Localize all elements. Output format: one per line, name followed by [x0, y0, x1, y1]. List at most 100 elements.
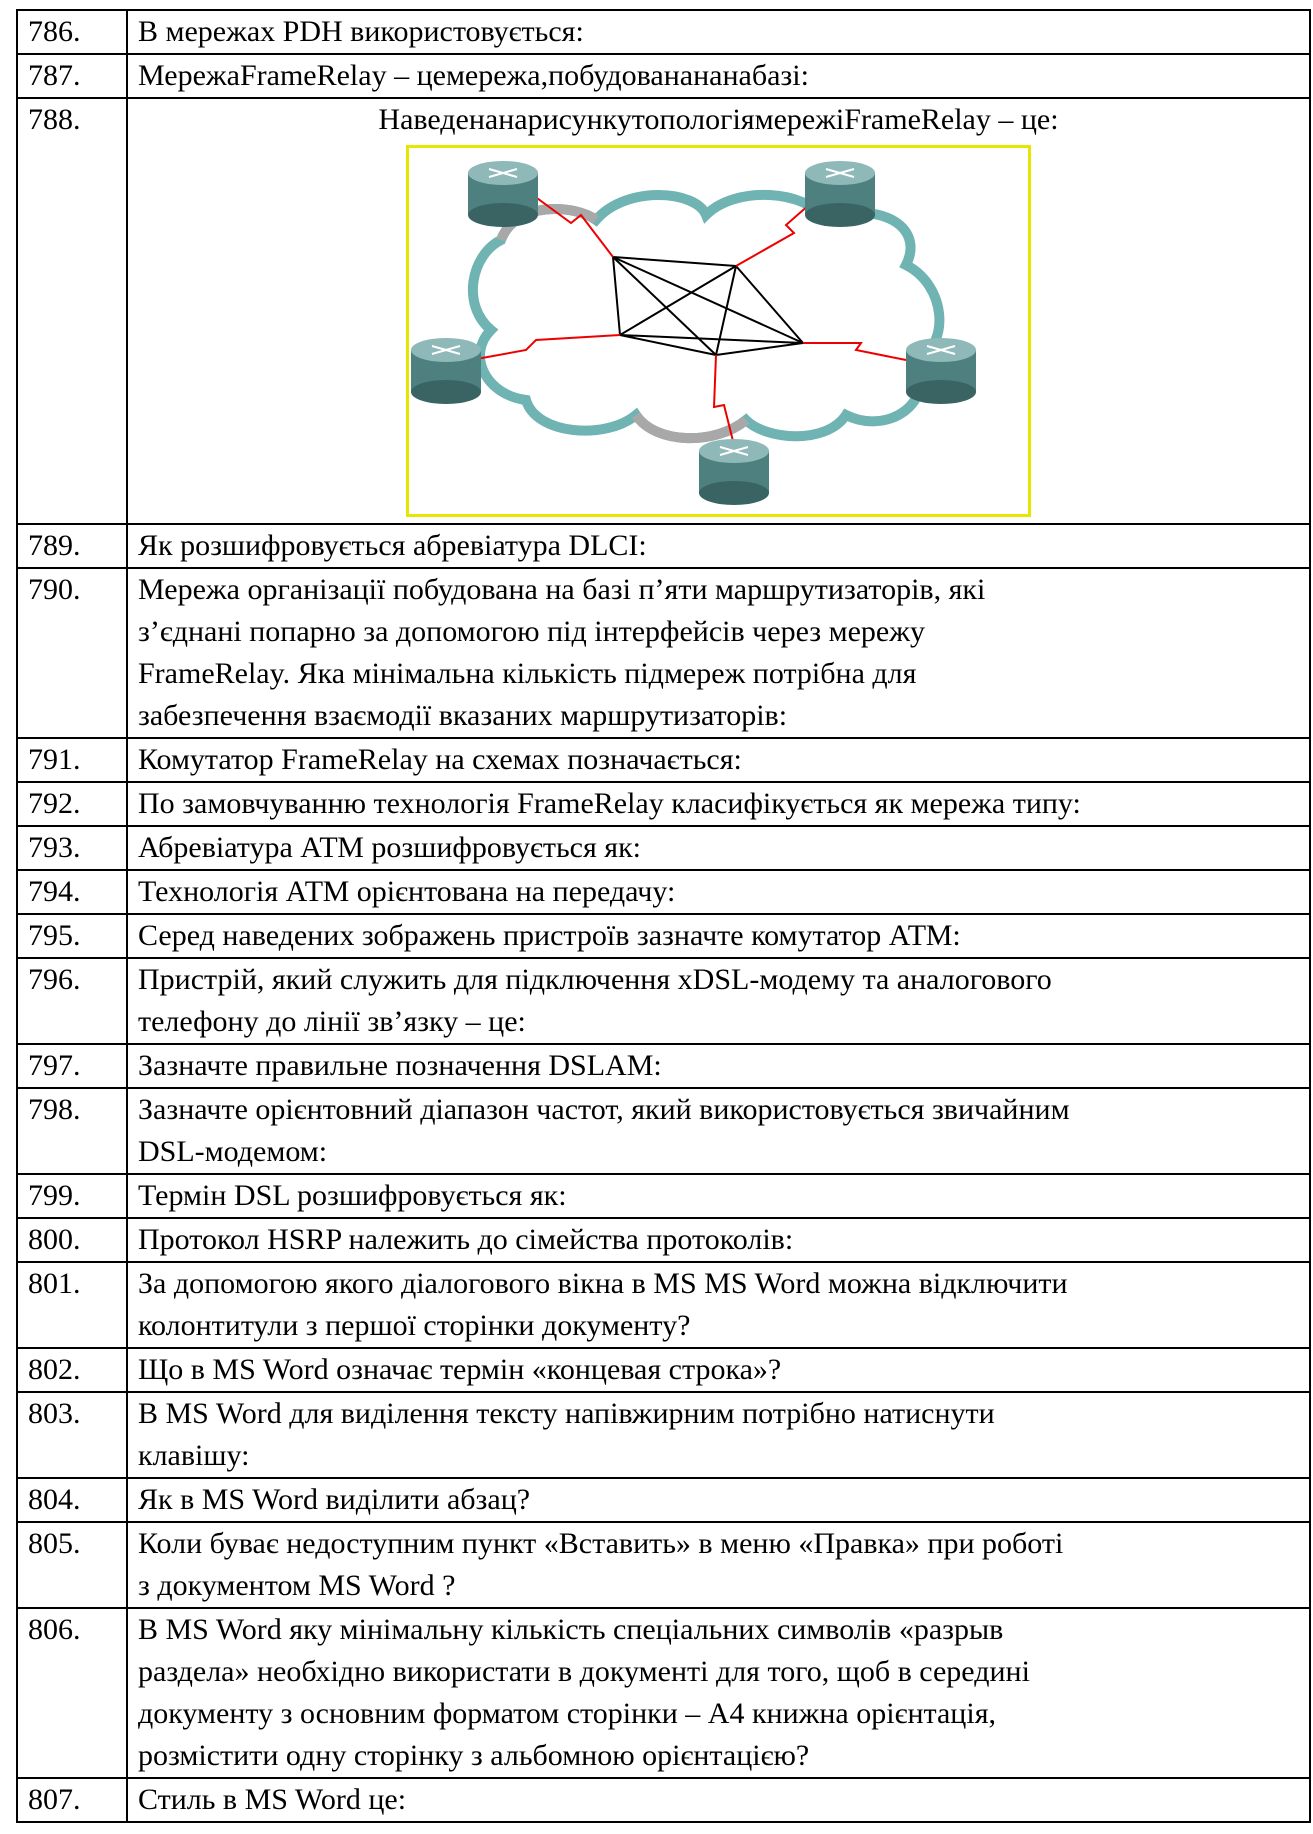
frame-relay-figure	[406, 145, 1031, 517]
row: 786. В мережах PDH використовується:	[16, 9, 1311, 55]
row: 788. НаведенанарисункутопологіямережіFram…	[16, 97, 1311, 525]
question-text: Абревіатура АТМ розшифровується як:	[126, 825, 1311, 871]
question-text: Зазначте орієнтовний діапазон частот, як…	[126, 1087, 1311, 1175]
text-line: FrameRelay. Яка мінімальна кількість під…	[138, 657, 917, 690]
text-line: Протокол HSRP належить до сімейства прот…	[138, 1223, 794, 1256]
text-line: Зазначте орієнтовний діапазон частот, як…	[138, 1093, 1070, 1126]
document: 786. В мережах PDH використовується: 787. М…	[16, 9, 1311, 1823]
question-text: Технологія АТМ орієнтована на передачу:	[126, 869, 1311, 915]
text-line: колонтитули з першої сторінки документу?	[138, 1309, 691, 1342]
text-line: В мережах PDH використовується:	[138, 15, 584, 48]
question-text: Серед наведених зображень пристроїв зазн…	[126, 913, 1311, 959]
cloud	[467, 189, 945, 444]
question-number: 790.	[16, 567, 128, 739]
question-number: 788.	[16, 97, 128, 525]
text-line: DSL-модемом:	[138, 1135, 328, 1168]
question-number: 789.	[16, 523, 128, 569]
text-line: забезпечення взаємодії вказаних маршрути…	[138, 699, 788, 732]
question-number: 791.	[16, 737, 128, 783]
row: 790. Мережа організації побудована на баз…	[16, 567, 1311, 739]
text-line: Що в MS Word означає термін «концевая ст…	[138, 1353, 782, 1386]
row: 805. Коли буває недоступним пункт «Встави…	[16, 1521, 1311, 1609]
text-line: розмістити одну сторінку з альбомною орі…	[138, 1739, 810, 1772]
text-line: В MS Word для виділення тексту напівжирн…	[138, 1397, 995, 1430]
question-number: 786.	[16, 9, 128, 55]
text-line: Технологія АТМ орієнтована на передачу:	[138, 875, 676, 908]
text-line: Мережа організації побудована на базі п’…	[138, 573, 986, 606]
row: 806. В MS Word яку мінімальну кількість с…	[16, 1607, 1311, 1779]
question-number: 795.	[16, 913, 128, 959]
text-line: телефону до лінії зв’язку – це:	[138, 1005, 526, 1038]
text-line: За допомогою якого діалогового вікна в M…	[138, 1267, 1068, 1300]
row: 799. Термін DSL розшифровується як:	[16, 1173, 1311, 1219]
question-number: 807.	[16, 1777, 128, 1823]
text-line: Як розшифровується абревіатура DLCI:	[138, 529, 647, 562]
row: 795. Серед наведених зображень пристроїв …	[16, 913, 1311, 959]
row: 794. Технологія АТМ орієнтована на переда…	[16, 869, 1311, 915]
row: 803. В MS Word для виділення тексту напів…	[16, 1391, 1311, 1479]
text-line: Зазначте правильне позначення DSLAM:	[138, 1049, 662, 1082]
routers	[411, 161, 976, 505]
row: 807. Стиль в MS Word це:	[16, 1777, 1311, 1823]
text-line: з’єднані попарно за допомогою під інтерф…	[138, 615, 925, 648]
question-text: Комутатор FrameRelay на схемах позначаєт…	[126, 737, 1311, 783]
question-text: Коли буває недоступним пункт «Вставить» …	[126, 1521, 1311, 1609]
text-line: Комутатор FrameRelay на схемах позначаєт…	[138, 743, 742, 776]
question-number: 792.	[16, 781, 128, 827]
question-text: Термін DSL розшифровується як:	[126, 1173, 1311, 1219]
question-text: В MS Word яку мінімальну кількість спеці…	[126, 1607, 1311, 1779]
row: 797. Зазначте правильне позначення DSLAM:	[16, 1043, 1311, 1089]
text-line: Серед наведених зображень пристроїв зазн…	[138, 919, 961, 952]
question-text: Стиль в MS Word це:	[126, 1777, 1311, 1823]
row: 804. Як в MS Word виділити абзац?	[16, 1477, 1311, 1523]
question-number: 800.	[16, 1217, 128, 1263]
row: 796. Пристрій, який служить для підключен…	[16, 957, 1311, 1045]
text-line: Як в MS Word виділити абзац?	[138, 1483, 531, 1516]
row: 792. По замовчуванню технологія FrameRela…	[16, 781, 1311, 827]
question-text: Зазначте правильне позначення DSLAM:	[126, 1043, 1311, 1089]
row: 789. Як розшифровується абревіатура DLCI:	[16, 523, 1311, 569]
text-line: клавішу:	[138, 1439, 250, 1472]
text-line: раздела» необхідно використати в докумен…	[138, 1655, 1030, 1688]
text-line: МережаFrameRelay – цемережа,побудованана…	[138, 59, 809, 92]
question-table: 786. В мережах PDH використовується: 787. М…	[16, 9, 1311, 1823]
question-text: В мережах PDH використовується:	[126, 9, 1311, 55]
row: 793. Абревіатура АТМ розшифровується як:	[16, 825, 1311, 871]
text-line: з документом MS Word ?	[138, 1569, 456, 1602]
question-number: 803.	[16, 1391, 128, 1479]
question-number: 799.	[16, 1173, 128, 1219]
text-line: НаведенанарисункутопологіямережіFrameRel…	[378, 103, 1059, 136]
row: 791. Комутатор FrameRelay на схемах позна…	[16, 737, 1311, 783]
question-text: Як розшифровується абревіатура DLCI:	[126, 523, 1311, 569]
mesh	[612, 256, 804, 356]
row: 801. За допомогою якого діалогового вікна…	[16, 1261, 1311, 1349]
text-line: Абревіатура АТМ розшифровується як:	[138, 831, 641, 864]
row: 802. Що в MS Word означає термін «концева…	[16, 1347, 1311, 1393]
text-line: Термін DSL розшифровується як:	[138, 1179, 567, 1212]
text-line: Пристрій, який служить для підключення x…	[138, 963, 1052, 996]
row: 787. МережаFrameRelay – цемережа,побудова…	[16, 53, 1311, 99]
question-number: 805.	[16, 1521, 128, 1609]
question-text: МережаFrameRelay – цемережа,побудованана…	[126, 53, 1311, 99]
question-number: 797.	[16, 1043, 128, 1089]
row: 798. Зазначте орієнтовний діапазон частот…	[16, 1087, 1311, 1175]
question-number: 801.	[16, 1261, 128, 1349]
question-text: По замовчуванню технологія FrameRelay кл…	[126, 781, 1311, 827]
text-line: В MS Word яку мінімальну кількість спеці…	[138, 1613, 1004, 1646]
text-line: Коли буває недоступним пункт «Вставить» …	[138, 1527, 1064, 1560]
question-text: Пристрій, який служить для підключення x…	[126, 957, 1311, 1045]
question-number: 793.	[16, 825, 128, 871]
question-number: 787.	[16, 53, 128, 99]
question-text: Що в MS Word означає термін «концевая ст…	[126, 1347, 1311, 1393]
question-text: НаведенанарисункутопологіямережіFrameRel…	[126, 97, 1311, 525]
question-text: В MS Word для виділення тексту напівжирн…	[126, 1391, 1311, 1479]
question-number: 796.	[16, 957, 128, 1045]
question-number: 806.	[16, 1607, 128, 1779]
text-line: документу з основним форматом сторінки –…	[138, 1697, 996, 1730]
question-text: Мережа організації побудована на базі п’…	[126, 567, 1311, 739]
question-text: Протокол HSRP належить до сімейства прот…	[126, 1217, 1311, 1263]
text-line: По замовчуванню технологія FrameRelay кл…	[138, 787, 1081, 820]
text-line: Стиль в MS Word це:	[138, 1783, 407, 1816]
question-text: Як в MS Word виділити абзац?	[126, 1477, 1311, 1523]
